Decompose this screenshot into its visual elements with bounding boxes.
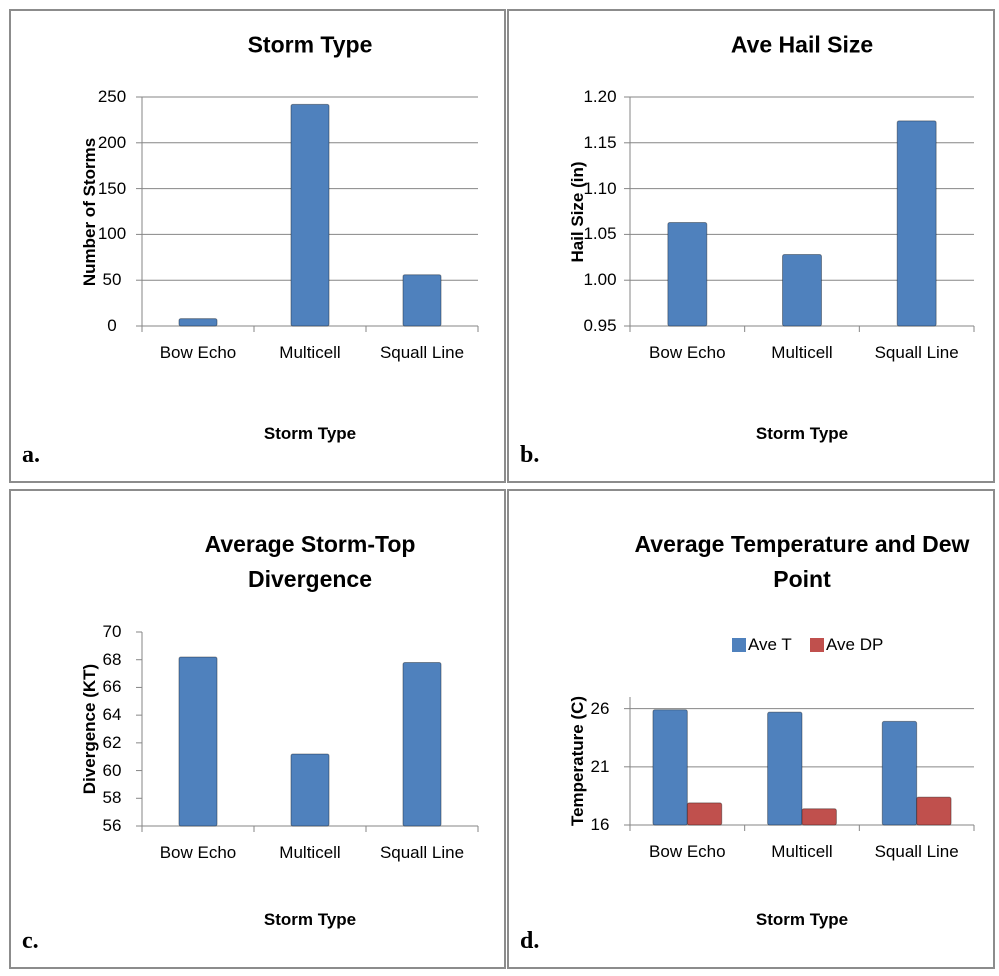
panel-frame	[507, 489, 995, 969]
bar	[290, 103, 330, 327]
bar	[801, 808, 837, 826]
bar	[881, 720, 918, 826]
legend-label: Ave T	[748, 635, 792, 654]
x-axis-title: Storm Type	[263, 424, 357, 443]
bar	[667, 221, 708, 327]
panel-label: b.	[520, 442, 540, 468]
panel-label: c.	[22, 928, 39, 954]
chart-title: Average Temperature and Dew Point	[634, 531, 970, 592]
bar	[652, 709, 688, 826]
legend-label: Ave DP	[826, 635, 884, 654]
bar	[402, 274, 442, 327]
bar	[686, 802, 723, 826]
legend-swatch	[732, 638, 746, 652]
x-tick-label: Squall Line	[379, 843, 465, 862]
y-tick-label: 1.20	[583, 87, 617, 106]
y-tick-label: 1.15	[583, 132, 617, 152]
panel-label: d.	[520, 928, 540, 954]
y-tick-label: 60	[102, 760, 122, 780]
y-tick-label: 70	[102, 622, 122, 641]
y-axis-title: Hail Size (in)	[568, 160, 587, 263]
y-tick-label: 68	[102, 649, 122, 669]
chart-title: Average Storm-Top Divergence	[204, 531, 416, 592]
bar	[916, 796, 952, 826]
y-tick-label: 50	[102, 270, 122, 290]
x-axis-title: Storm Type	[755, 424, 849, 443]
y-tick-label: 250	[97, 87, 127, 106]
x-tick-label: Multicell	[279, 843, 341, 862]
x-tick-label: Bow Echo	[649, 842, 726, 861]
x-tick-label: Squall Line	[874, 842, 959, 861]
panel-frame	[9, 9, 506, 483]
bar	[767, 711, 803, 826]
panel-frame	[507, 9, 995, 483]
bar	[290, 753, 330, 827]
y-tick-label: 200	[97, 132, 127, 152]
bar	[782, 254, 822, 327]
y-tick-label: 21	[590, 756, 610, 776]
x-axis-title: Storm Type	[263, 910, 357, 929]
bar	[896, 120, 937, 327]
y-tick-label: 58	[102, 788, 122, 808]
y-tick-label: 66	[102, 677, 122, 697]
x-tick-label: Multicell	[279, 343, 341, 362]
legend-swatch	[810, 638, 824, 652]
chart-title: Storm Type	[247, 31, 373, 58]
x-axis-title: Storm Type	[755, 910, 849, 929]
y-tick-label: 1.10	[583, 178, 617, 198]
x-tick-label: Bow Echo	[649, 343, 726, 362]
x-tick-label: Squall Line	[379, 343, 465, 362]
y-axis-title: Divergence (KT)	[80, 663, 99, 795]
x-tick-label: Bow Echo	[159, 843, 237, 862]
bar	[402, 661, 442, 827]
panel-label: a.	[22, 442, 40, 468]
y-tick-label: 0	[107, 316, 117, 335]
y-tick-label: 100	[97, 224, 127, 244]
bar	[178, 656, 218, 827]
x-tick-label: Multicell	[771, 842, 833, 861]
x-tick-label: Bow Echo	[159, 343, 237, 362]
bar	[178, 318, 218, 327]
y-tick-label: 56	[102, 816, 122, 835]
y-axis-title: Number of Storms	[80, 137, 99, 286]
y-tick-label: 16	[590, 815, 610, 834]
y-tick-label: 1.05	[583, 224, 617, 244]
y-tick-label: 1.00	[583, 270, 617, 290]
y-tick-label: 0.95	[583, 316, 617, 335]
y-tick-label: 26	[590, 698, 610, 718]
chart-title: Ave Hail Size	[730, 31, 874, 58]
y-axis-title: Temperature (C)	[568, 695, 587, 827]
y-tick-label: 150	[97, 178, 127, 198]
y-tick-label: 64	[102, 705, 122, 725]
x-tick-label: Squall Line	[874, 343, 959, 362]
panel-frame	[9, 489, 506, 969]
y-tick-label: 62	[102, 732, 122, 752]
x-tick-label: Multicell	[771, 343, 833, 362]
